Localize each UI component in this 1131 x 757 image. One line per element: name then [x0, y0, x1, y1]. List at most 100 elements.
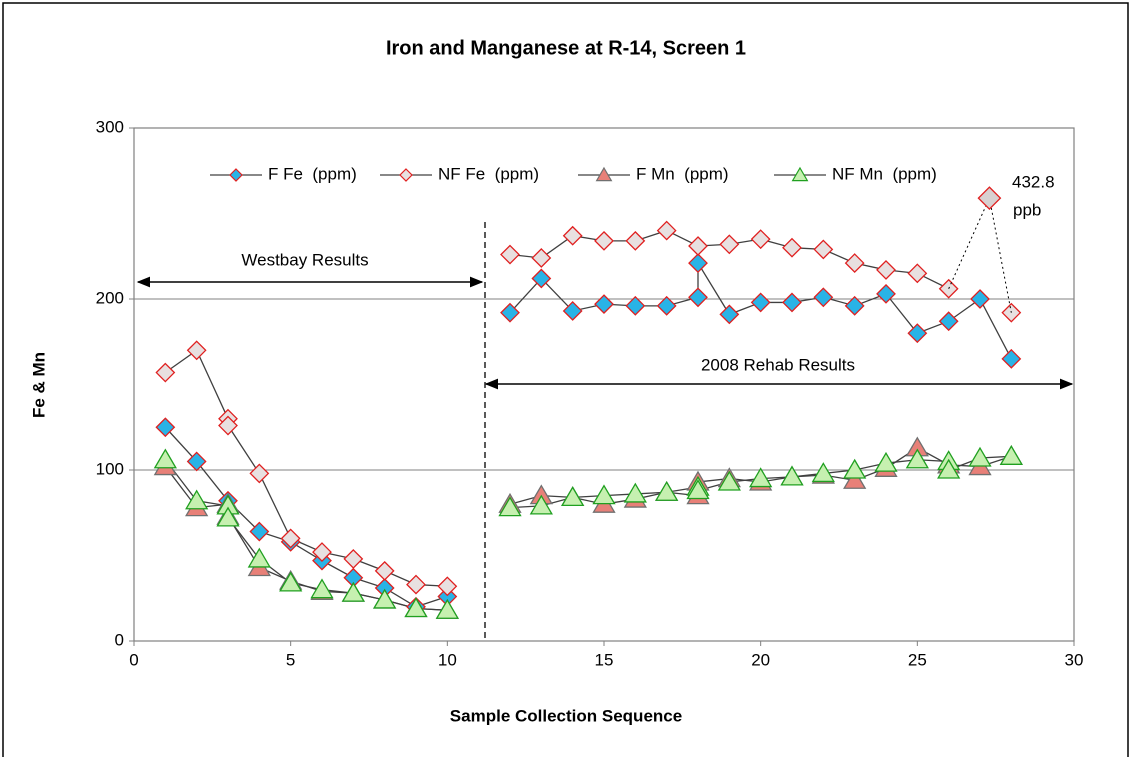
x-tick-label: 15	[595, 650, 614, 669]
data-point	[813, 239, 834, 260]
data-point	[343, 549, 364, 569]
data-point	[782, 237, 802, 258]
data-point	[719, 304, 740, 325]
data-point	[561, 486, 585, 507]
data-point	[279, 571, 303, 592]
data-point	[310, 578, 334, 599]
legend-marker	[229, 168, 243, 182]
data-point	[218, 415, 238, 436]
annotation: 2008 Rehab Results	[701, 355, 855, 374]
data-point	[155, 362, 176, 383]
data-point	[562, 301, 583, 321]
legend-label: F Fe (ppm)	[268, 164, 357, 183]
data-point	[404, 597, 428, 618]
data-point	[1001, 348, 1022, 369]
data-point	[843, 458, 867, 479]
data-point	[185, 489, 209, 510]
data-point	[686, 479, 710, 500]
data-point	[907, 263, 928, 284]
data-point	[406, 574, 426, 595]
data-point	[876, 260, 896, 280]
x-tick-label: 25	[908, 650, 927, 669]
data-point	[592, 484, 616, 505]
data-point	[625, 295, 646, 316]
data-point	[435, 598, 459, 619]
y-tick-label: 100	[96, 459, 124, 478]
data-point	[813, 287, 834, 308]
data-point	[373, 588, 397, 609]
data-point	[999, 445, 1023, 465]
data-point	[656, 220, 677, 241]
data-point	[749, 467, 773, 488]
data-point	[562, 225, 583, 246]
data-point	[780, 465, 804, 486]
x-tick-label: 10	[438, 650, 457, 669]
data-point	[938, 311, 959, 332]
data-point	[874, 451, 898, 472]
outlier-label: 432.8	[1012, 172, 1055, 191]
data-point	[750, 292, 771, 313]
data-point	[625, 230, 646, 251]
legend-label: NF Fe (ppm)	[438, 164, 539, 183]
data-point	[811, 462, 835, 483]
legend-label: F Mn (ppm)	[636, 164, 729, 183]
data-point	[937, 458, 961, 479]
data-point	[500, 302, 520, 323]
x-axis-label: Sample Collection Sequence	[450, 706, 682, 725]
data-point	[655, 480, 679, 501]
x-tick-label: 30	[1065, 650, 1084, 669]
data-point	[249, 521, 270, 542]
data-point	[312, 542, 332, 562]
y-axis-label: Fe & Mn	[29, 352, 48, 418]
data-point	[437, 576, 458, 597]
annotation: Westbay Results	[241, 250, 368, 269]
data-point	[216, 506, 240, 527]
data-point	[594, 294, 614, 315]
data-point	[247, 547, 271, 568]
data-point	[968, 446, 992, 467]
outlier-point	[977, 186, 1002, 211]
data-point	[623, 482, 647, 503]
x-tick-label: 0	[129, 650, 138, 669]
data-point	[529, 494, 553, 515]
legend-marker	[399, 168, 413, 182]
data-point	[907, 323, 928, 344]
data-point	[876, 283, 896, 304]
legend-marker	[791, 166, 809, 182]
data-point	[750, 229, 771, 250]
data-point	[656, 295, 677, 316]
y-tick-label: 300	[96, 117, 124, 136]
data-point	[905, 448, 929, 469]
data-point	[717, 470, 741, 491]
data-point	[782, 292, 802, 313]
data-point	[844, 253, 865, 274]
data-point	[498, 496, 522, 517]
chart-title: Iron and Manganese at R-14, Screen 1	[386, 37, 746, 59]
data-point	[688, 253, 708, 274]
data-point	[688, 287, 708, 308]
data-point	[186, 340, 207, 361]
data-point	[531, 248, 552, 268]
data-point	[155, 417, 176, 438]
legend-label: NF Mn (ppm)	[832, 164, 937, 183]
data-point	[249, 463, 270, 484]
data-point	[341, 581, 365, 602]
data-point	[843, 468, 867, 489]
data-point	[500, 244, 520, 265]
outlier-unit: ppb	[1013, 200, 1041, 219]
y-tick-label: 0	[115, 630, 124, 649]
data-point	[186, 451, 207, 472]
y-tick-label: 200	[96, 288, 124, 307]
legend-marker	[595, 166, 613, 182]
data-point	[719, 234, 740, 255]
x-tick-label: 5	[286, 650, 295, 669]
data-point	[594, 230, 614, 251]
data-point	[688, 236, 708, 256]
outlier-connector	[948, 197, 990, 289]
data-point	[844, 295, 865, 316]
data-point	[153, 448, 177, 469]
data-point	[280, 528, 301, 549]
data-point	[531, 268, 552, 289]
data-point	[374, 560, 395, 581]
